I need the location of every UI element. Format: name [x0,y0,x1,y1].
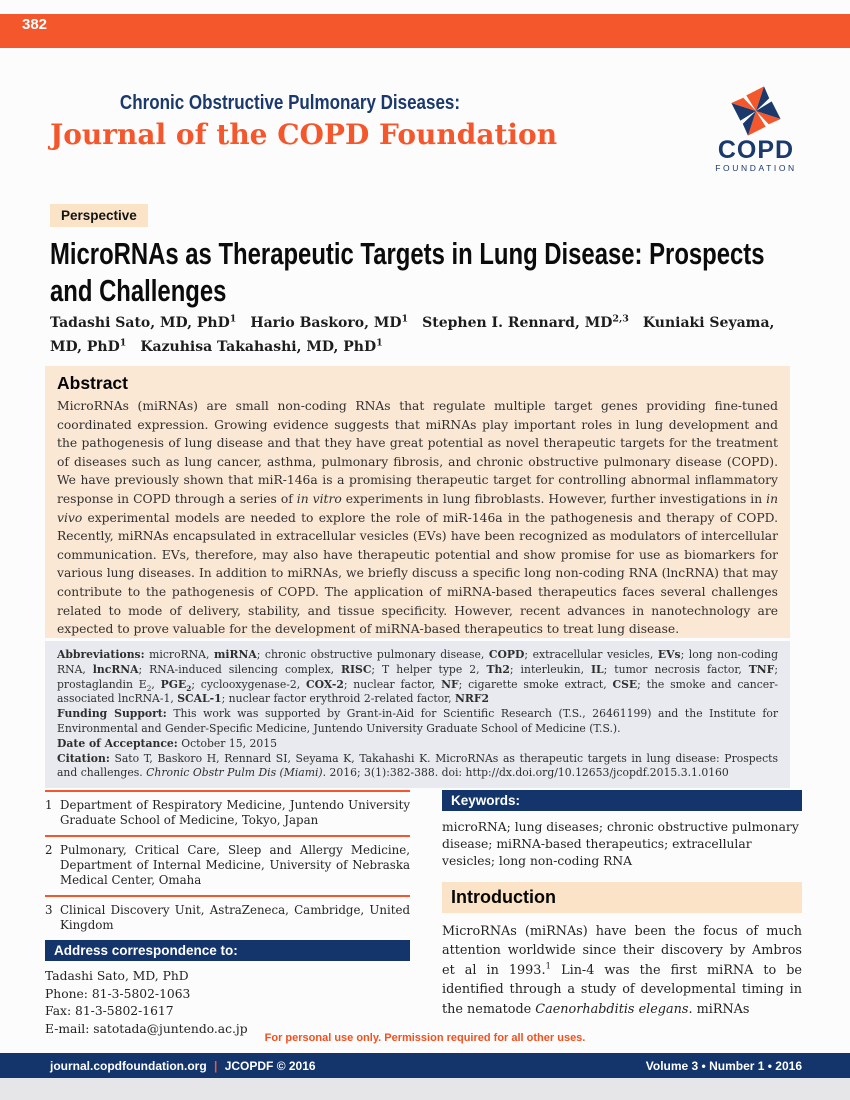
citation-text: Citation: Sato T, Baskoro H, Rennard SI,… [57,751,778,780]
copd-foundation-logo: COPD FOUNDATION [700,84,812,173]
abbreviations-text: Abbreviations: microRNA, miRNA; chronic … [57,648,779,706]
affiliation-item: 3 Clinical Discovery Unit, AstraZeneca, … [45,895,410,940]
correspondence-block: Tadashi Sato, MD, PhD Phone: 81-3-5802-1… [45,968,410,1038]
keywords-header: Keywords: [442,790,802,811]
journal-title: Journal of the COPD Foundation [50,118,558,151]
correspondence-header: Address correspondence to: [45,940,410,961]
affiliations-column: 1 Department of Respiratory Medicine, Ju… [45,790,410,1038]
article-title-line-1: MicroRNAs as Therapeutic Targets in Lung… [50,236,765,271]
article-title: MicroRNAs as Therapeutic Targets in Lung… [50,235,850,309]
introduction-paragraph: MicroRNAs (miRNAs) have been the focus o… [442,924,802,1017]
page-number: 382 [22,16,48,33]
correspondence-email: E-mail: satotada@juntendo.ac.jp [45,1021,248,1036]
keywords-introduction-column: Keywords: microRNA; lung diseases; chron… [442,790,802,1038]
abstract-heading: Abstract [57,373,128,393]
affiliation-text: Department of Respiratory Medicine, Junt… [60,798,410,827]
footer-separator: | [214,1058,218,1073]
acceptance-date-text: Date of Acceptance: October 15, 2015 [57,736,277,750]
affiliation-item: 1 Department of Respiratory Medicine, Ju… [45,790,410,835]
article-meta-section: Abbreviations: microRNA, miRNA; chronic … [45,641,790,789]
page-bottom-margin [0,1078,850,1100]
correspondence-name: Tadashi Sato, MD, PhD [45,969,189,983]
footer-left: journal.copdfoundation.org | JCOPDF © 20… [50,1059,316,1073]
affiliation-text: Pulmonary, Critical Care, Sleep and Alle… [60,843,410,887]
footer-site: journal.copdfoundation.org [50,1058,207,1073]
correspondence-fax: Fax: 81-3-5802-1617 [45,1004,174,1018]
abstract-body: MicroRNAs (miRNAs) are small non-coding … [57,399,779,637]
logo-copd-text: COPD [717,136,795,164]
pinwheel-icon [731,86,781,136]
article-title-line-2: and Challenges [50,273,227,308]
keywords-text: microRNA; lung diseases; chronic obstruc… [442,820,799,868]
funding-support-text: Funding Support: This work was supported… [57,707,779,735]
masthead: Chronic Obstructive Pulmonary Diseases: … [50,92,558,151]
footer-copyright: JCOPDF © 2016 [224,1058,316,1073]
series-title: Chronic Obstructive Pulmonary Diseases: [119,92,461,114]
correspondence-phone: Phone: 81-3-5802-1063 [45,986,191,1001]
affiliation-text: Clinical Discovery Unit, AstraZeneca, Ca… [60,903,410,932]
affiliation-item: 2 Pulmonary, Critical Care, Sleep and Al… [45,835,410,895]
permission-notice: For personal use only. Permission requir… [264,1032,586,1044]
authors-line: Tadashi Sato, MD, PhD1 Hario Baskoro, MD… [50,313,775,355]
two-column-area: 1 Department of Respiratory Medicine, Ju… [45,790,802,1038]
top-page-banner: 382 [0,14,850,48]
article-category-badge: Perspective [50,204,148,227]
footer-volume-info: Volume 3 • Number 1 • 2016 [645,1058,802,1073]
logo-foundation-text: FOUNDATION [715,163,797,173]
affiliation-number: 1 [45,798,53,812]
abstract-section: Abstract MicroRNAs (miRNAs) are small no… [45,366,790,638]
introduction-heading: Introduction [442,882,802,913]
affiliation-number: 2 [45,843,53,857]
footer-bar: journal.copdfoundation.org | JCOPDF © 20… [0,1053,850,1078]
affiliation-number: 3 [45,903,53,917]
